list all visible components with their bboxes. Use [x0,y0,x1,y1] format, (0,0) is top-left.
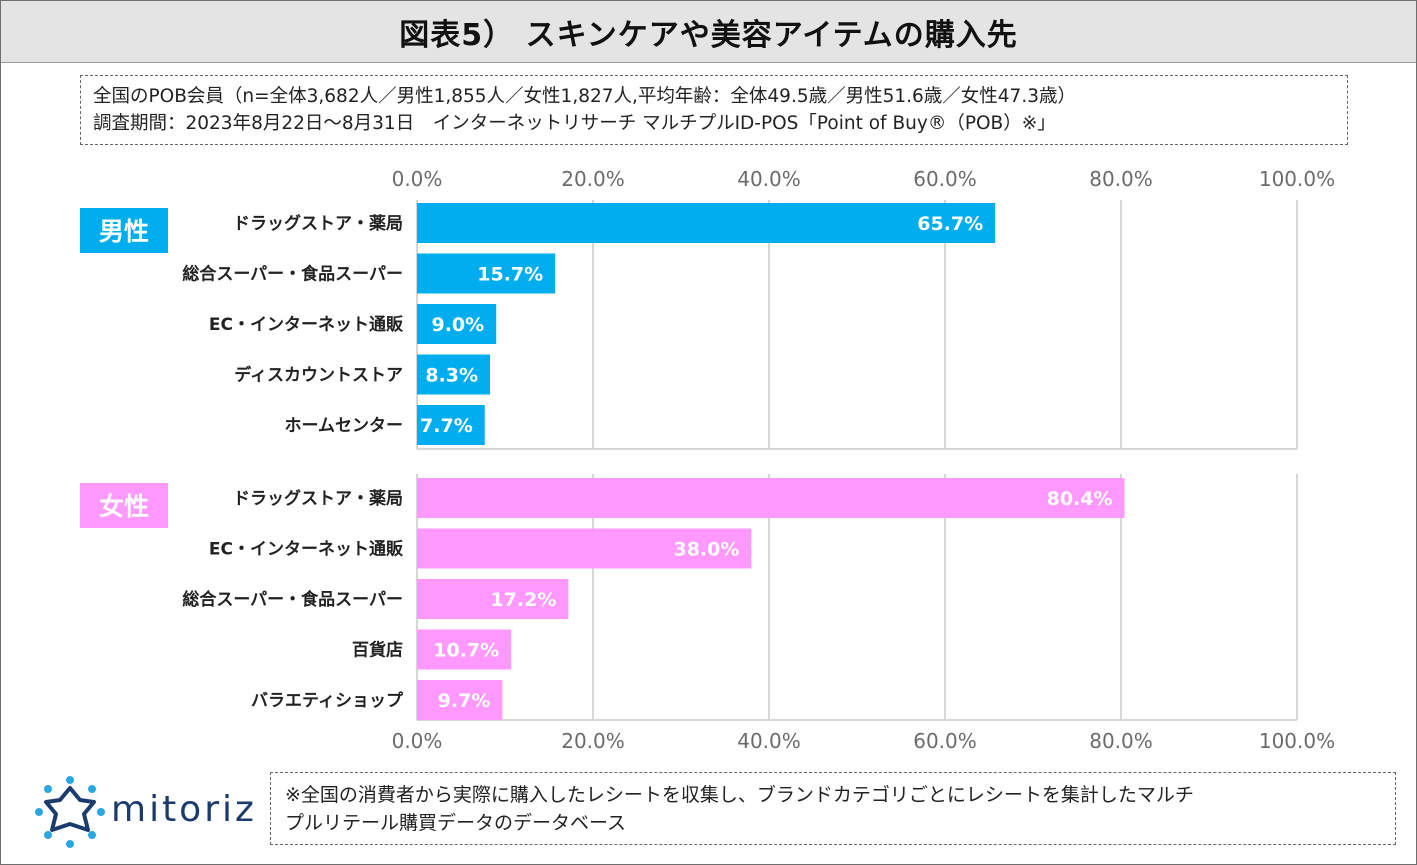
panel-label-box-1 [80,208,168,253]
bar-2-2 [417,528,752,569]
category-label-2-5: バラエティショップ [251,690,404,711]
bar-1-4 [417,354,491,395]
bar-chart: 男性 ドラッグストア・薬局 65.7%総合スーパー・食品スーパー 15.7%EC・イン… [80,167,1335,753]
category-label-1-2: 総合スーパー・食品スーパー [182,264,403,285]
bar-1-3 [417,304,497,344]
logo-wordmark: mitoriz [111,789,257,830]
category-label-1-3: EC・インターネット通販 [209,314,404,335]
top-tick-label-0: 0.0% [392,167,443,191]
survey-info-line-2: 調査期間：2023年8月22日～8月31日 インターネットリサーチ マルチプルI… [93,113,1056,134]
top-tick-label-2: 40.0% [737,167,801,191]
value-label-1-5: 7.7% [420,415,473,437]
bar-1-5 [417,405,485,445]
value-label-2-5: 9.7% [438,690,491,712]
category-label-2-1: ドラッグストア・薬局 [233,488,403,509]
value-label-1-4: 8.3% [425,365,478,387]
bar-1-1 [417,203,996,243]
panel-label-box-2 [80,483,168,528]
top-tick-label-1: 20.0% [561,167,625,191]
category-label-2-4: 百貨店 [352,640,403,661]
panel-label-2: 女性 [99,492,149,521]
value-label-1-2: 15.7% [477,264,543,286]
value-label-1-1: 65.7% [917,213,983,235]
mitoriz-logo-icon [35,776,105,848]
bottom-tick-label-4: 80.0% [1089,729,1153,753]
top-tick-label-3: 60.0% [913,167,977,191]
bar-2-5 [417,680,503,720]
footnote-line-1: ※全国の消費者から実際に購入したレシートを収集し、ブランドカテゴリごとにレシート… [285,784,1194,806]
figure-title: 図表5） スキンケアや美容アイテムの購入先 [399,17,1018,53]
survey-info-line-1: 全国のPOB会員（n=全体3,682人／男性1,855人／女性1,827人,平均… [93,86,1076,107]
bar-1-2 [417,253,556,294]
bottom-tick-label-1: 20.0% [561,729,625,753]
category-label-2-2: EC・インターネット通販 [209,539,404,560]
value-label-2-1: 80.4% [1047,488,1113,510]
footnote-box: ※全国の消費者から実際に購入したレシートを収集し、ブランドカテゴリごとにレシート… [270,772,1396,845]
title-bar: 図表5） スキンケアや美容アイテムの購入先 [1,1,1416,63]
top-tick-label-5: 100.0% [1259,167,1335,191]
bottom-tick-label-3: 60.0% [913,729,977,753]
value-label-1-3: 9.0% [431,314,484,336]
category-label-1-5: ホームセンター [285,416,404,436]
top-tick-label-4: 80.0% [1089,167,1153,191]
bottom-tick-label-5: 100.0% [1259,729,1335,753]
bottom-tick-label-0: 0.0% [392,729,443,753]
bar-2-4 [417,629,512,670]
category-label-1-4: ディスカウントストア [234,365,403,386]
value-label-2-3: 17.2% [490,589,556,611]
category-label-2-3: 総合スーパー・食品スーパー [182,589,403,610]
bar-2-1 [417,478,1125,518]
survey-info-box: 全国のPOB会員（n=全体3,682人／男性1,855人／女性1,827人,平均… [80,75,1348,145]
value-label-2-2: 38.0% [673,539,739,561]
bottom-tick-label-2: 40.0% [737,729,801,753]
panel-label-1: 男性 [99,217,149,246]
category-label-1-1: ドラッグストア・薬局 [233,213,403,234]
bar-2-3 [417,579,569,619]
value-label-2-4: 10.7% [433,640,499,662]
footnote-line-2: プルリテール購買データのデータベース [285,812,627,834]
